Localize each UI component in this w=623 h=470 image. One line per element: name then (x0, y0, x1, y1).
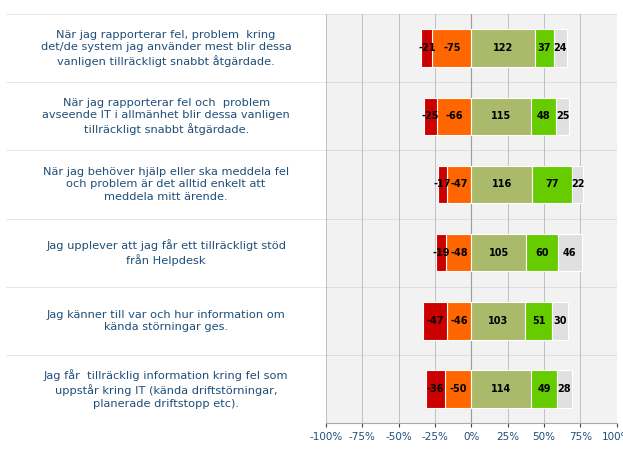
Bar (556, 98, 569, 135)
Text: -17: -17 (434, 180, 451, 189)
Text: När jag rapporterar fel och  problem
avseende IT i allmänhet blir dessa vanligen: När jag rapporterar fel och problem avse… (42, 98, 290, 135)
Text: 77: 77 (545, 180, 559, 189)
Bar (447, 166, 472, 203)
Text: 37: 37 (538, 43, 551, 53)
Bar (446, 234, 472, 271)
Bar (424, 98, 437, 135)
Text: -25: -25 (422, 111, 439, 121)
Text: 122: 122 (493, 43, 513, 53)
Text: Jag upplever att jag får ett tillräckligt stöd
från Helpdesk: Jag upplever att jag får ett tillräcklig… (46, 239, 286, 266)
Text: 116: 116 (492, 180, 511, 189)
Bar (525, 302, 552, 339)
Bar (421, 30, 432, 67)
Bar (472, 166, 532, 203)
Text: 30: 30 (553, 316, 567, 326)
Text: När jag behöver hjälp eller ska meddela fel
och problem är det alltid enkelt att: När jag behöver hjälp eller ska meddela … (43, 167, 289, 202)
Text: Jag får  tillräcklig information kring fel som
uppstår kring IT (kända driftstör: Jag får tillräcklig information kring fe… (44, 369, 288, 408)
Bar (572, 166, 583, 203)
Text: 46: 46 (563, 248, 576, 258)
Bar (472, 302, 525, 339)
Bar (445, 370, 472, 407)
Bar (472, 98, 531, 135)
Bar (535, 30, 554, 67)
Text: -66: -66 (445, 111, 463, 121)
Text: -50: -50 (450, 384, 467, 394)
Text: 22: 22 (571, 180, 584, 189)
Text: -21: -21 (418, 43, 435, 53)
Bar (472, 370, 531, 407)
Text: 103: 103 (488, 316, 508, 326)
Bar (472, 30, 535, 67)
Text: 25: 25 (556, 111, 569, 121)
Bar (552, 302, 568, 339)
Text: 49: 49 (537, 384, 551, 394)
Text: 24: 24 (554, 43, 568, 53)
Bar (438, 166, 447, 203)
Text: 51: 51 (532, 316, 546, 326)
Bar (436, 234, 446, 271)
Bar (426, 370, 445, 407)
Text: -75: -75 (443, 43, 460, 53)
Bar (558, 234, 582, 271)
Text: 60: 60 (535, 248, 549, 258)
Text: -46: -46 (450, 316, 468, 326)
Bar (437, 98, 472, 135)
Bar (532, 166, 572, 203)
Text: -47: -47 (426, 316, 444, 326)
Bar (472, 234, 526, 271)
Bar (526, 234, 558, 271)
Text: 28: 28 (558, 384, 571, 394)
Text: 105: 105 (488, 248, 509, 258)
Text: 48: 48 (537, 111, 551, 121)
Text: När jag rapporterar fel, problem  kring
det/de system jag använder mest blir des: När jag rapporterar fel, problem kring d… (40, 30, 292, 67)
Text: -19: -19 (432, 248, 450, 258)
Bar (554, 30, 567, 67)
Text: -36: -36 (427, 384, 444, 394)
Bar (531, 98, 556, 135)
Text: 115: 115 (492, 111, 511, 121)
Bar (422, 302, 447, 339)
Text: -48: -48 (450, 248, 468, 258)
Bar (557, 370, 572, 407)
Bar (432, 30, 472, 67)
Text: -47: -47 (450, 180, 468, 189)
Text: 114: 114 (491, 384, 511, 394)
Text: Jag känner till var och hur information om
kända störningar ges.: Jag känner till var och hur information … (47, 310, 285, 332)
Bar (531, 370, 557, 407)
Bar (447, 302, 472, 339)
